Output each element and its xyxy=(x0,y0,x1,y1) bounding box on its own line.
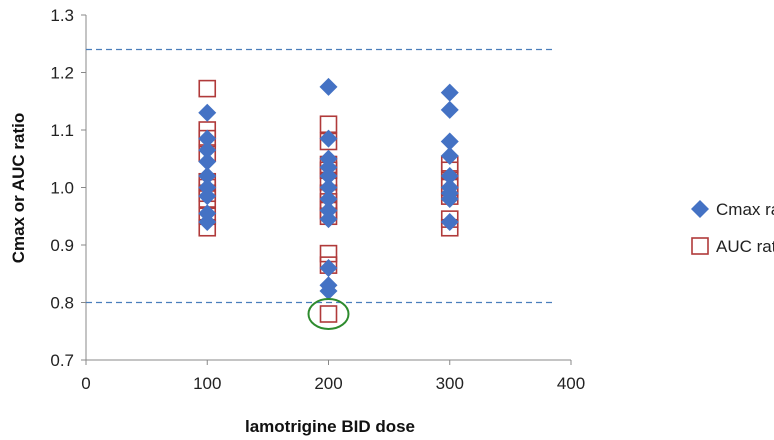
cmax-point xyxy=(440,190,459,208)
cmax-point xyxy=(440,146,459,165)
y-axis-label: Cmax or AUC ratio xyxy=(9,113,28,264)
cmax-point xyxy=(440,213,459,231)
cmax-point xyxy=(440,132,459,151)
cmax-point xyxy=(319,77,338,96)
cmax-point xyxy=(440,167,459,185)
x-tick-label: 200 xyxy=(314,374,342,393)
legend-item-auc: AUC ratio xyxy=(691,237,774,256)
cmax-point xyxy=(440,83,459,102)
y-tick-label: 1.2 xyxy=(50,64,74,83)
cmax-point xyxy=(319,190,338,208)
legend-label-cmax: Cmax ratio xyxy=(716,200,774,219)
x-axis-label: lamotrigine BID dose xyxy=(245,417,415,436)
y-tick-label: 0.9 xyxy=(50,236,74,255)
cmax-point xyxy=(319,129,338,148)
legend-diamond-marker xyxy=(691,200,709,218)
legend-item-cmax: Cmax ratio xyxy=(691,200,774,219)
auc-point xyxy=(198,79,217,98)
cmax-point xyxy=(198,129,217,148)
cmax-point xyxy=(319,167,338,185)
cmax-point xyxy=(319,259,338,277)
x-tick-label: 100 xyxy=(193,374,221,393)
y-tick-label: 0.7 xyxy=(50,351,74,370)
legend-square-marker xyxy=(691,237,709,255)
auc-point xyxy=(319,305,338,323)
cmax-point xyxy=(319,210,338,229)
cmax-point xyxy=(440,100,459,119)
y-tick-label: 0.8 xyxy=(50,294,74,313)
highlight-ellipse xyxy=(307,298,350,330)
cmax-point xyxy=(198,152,217,171)
x-tick-label: 300 xyxy=(436,374,464,393)
x-tick-label: 0 xyxy=(81,374,90,393)
cmax-point xyxy=(319,178,338,197)
cmax-point xyxy=(198,187,217,206)
legend-label-auc: AUC ratio xyxy=(716,237,774,256)
cmax-point xyxy=(198,213,217,231)
cmax-point xyxy=(198,141,217,160)
annotations xyxy=(307,298,350,330)
y-tick-label: 1.0 xyxy=(50,179,74,198)
y-tick-label: 1.3 xyxy=(50,6,74,25)
cmax-point xyxy=(319,282,338,300)
x-tick-label: 400 xyxy=(557,374,585,393)
cmax-point xyxy=(198,167,217,185)
y-tick-label: 1.1 xyxy=(50,121,74,140)
axes: 0.7 0.8 0.9 1.0 1.1 1.2 1.3 0 100 200 300 400 xyxy=(50,6,585,393)
cmax-point xyxy=(198,103,217,122)
data-points xyxy=(198,77,459,323)
reference-lines xyxy=(86,48,552,304)
legend: Cmax ratio AUC ratio xyxy=(691,200,774,256)
